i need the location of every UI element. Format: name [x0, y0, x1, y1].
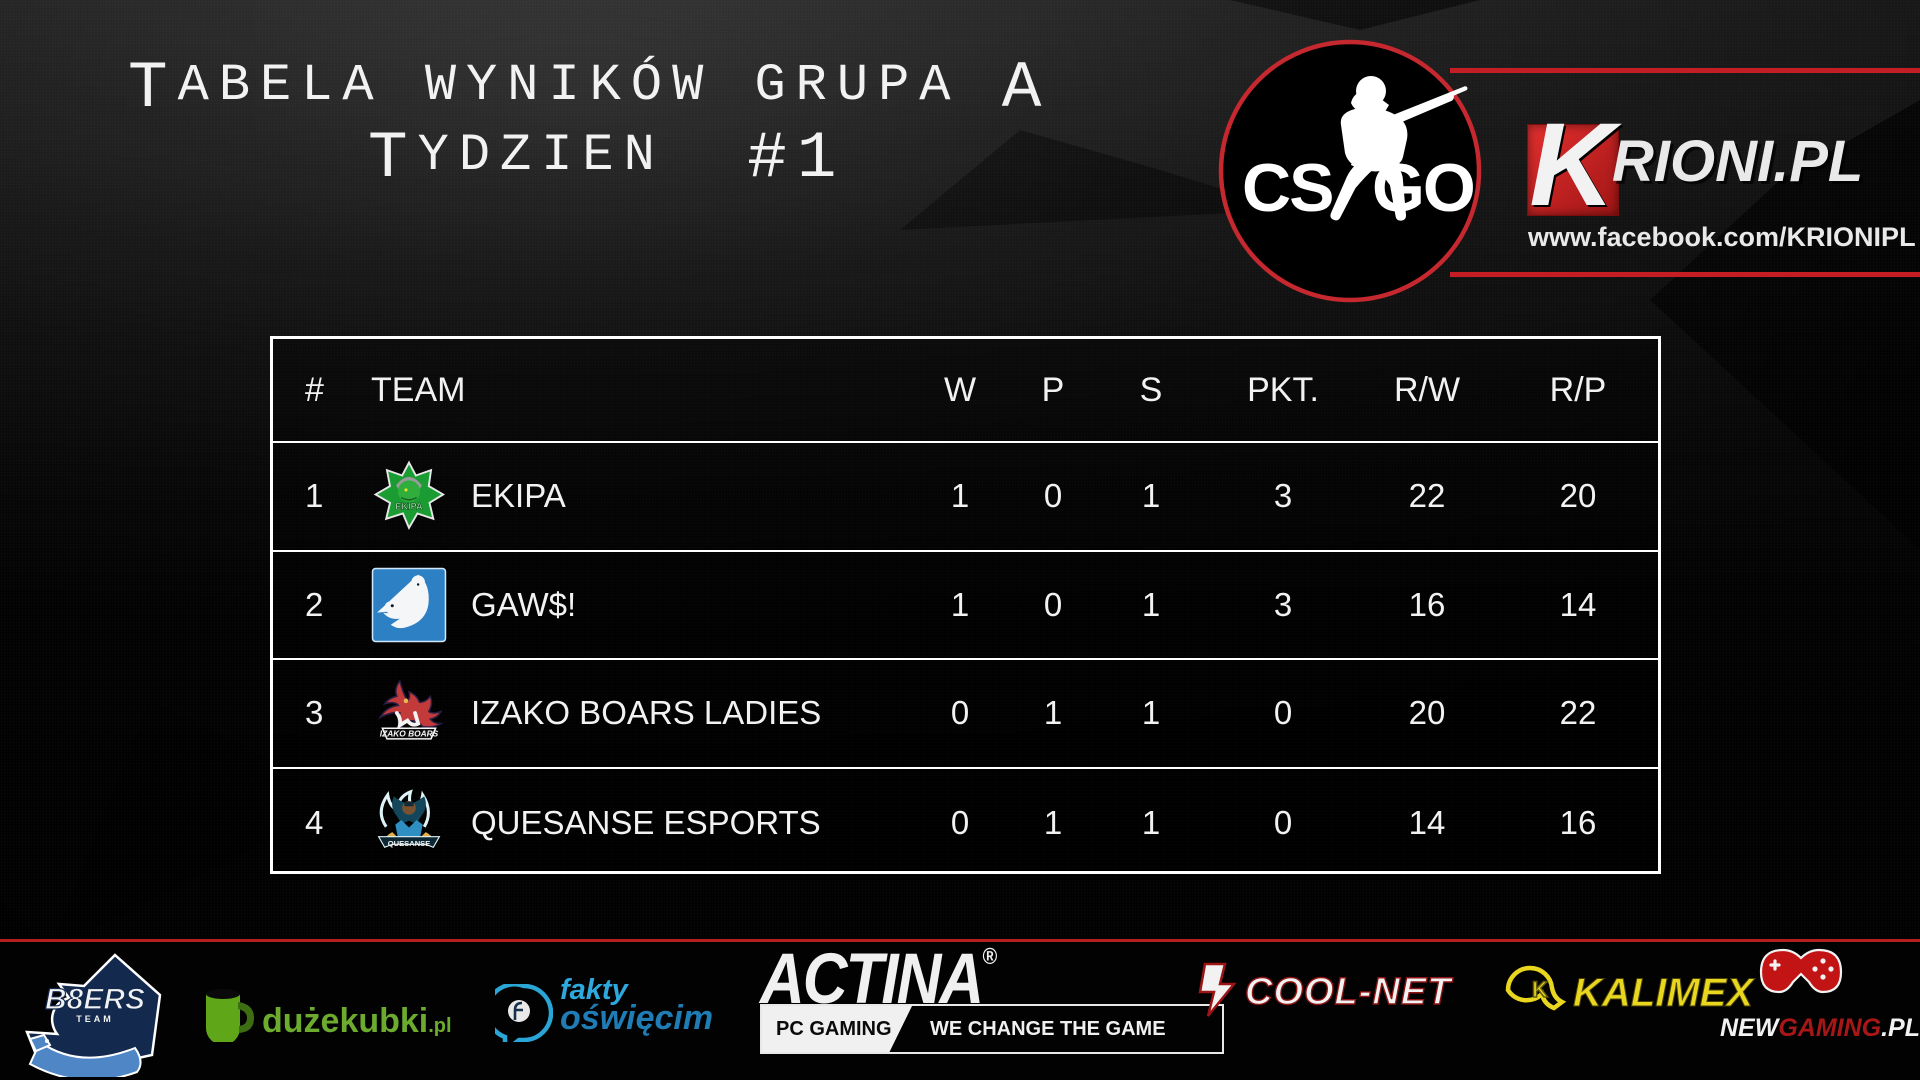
svg-text:EKIPA: EKIPA: [395, 502, 423, 512]
svg-text:TEAM: TEAM: [76, 1014, 114, 1024]
svg-text:IZAKO BOARS: IZAKO BOARS: [380, 729, 439, 739]
svg-text:COOL-NET: COOL-NET: [1245, 971, 1453, 1013]
svg-text:B8ERS: B8ERS: [45, 983, 145, 1016]
svg-text:K: K: [1532, 977, 1548, 1002]
svg-text:KALIMEX: KALIMEX: [1573, 971, 1755, 1015]
svg-text:QUESANSE: QUESANSE: [388, 839, 431, 848]
svg-text:CS: CS: [1242, 150, 1332, 226]
